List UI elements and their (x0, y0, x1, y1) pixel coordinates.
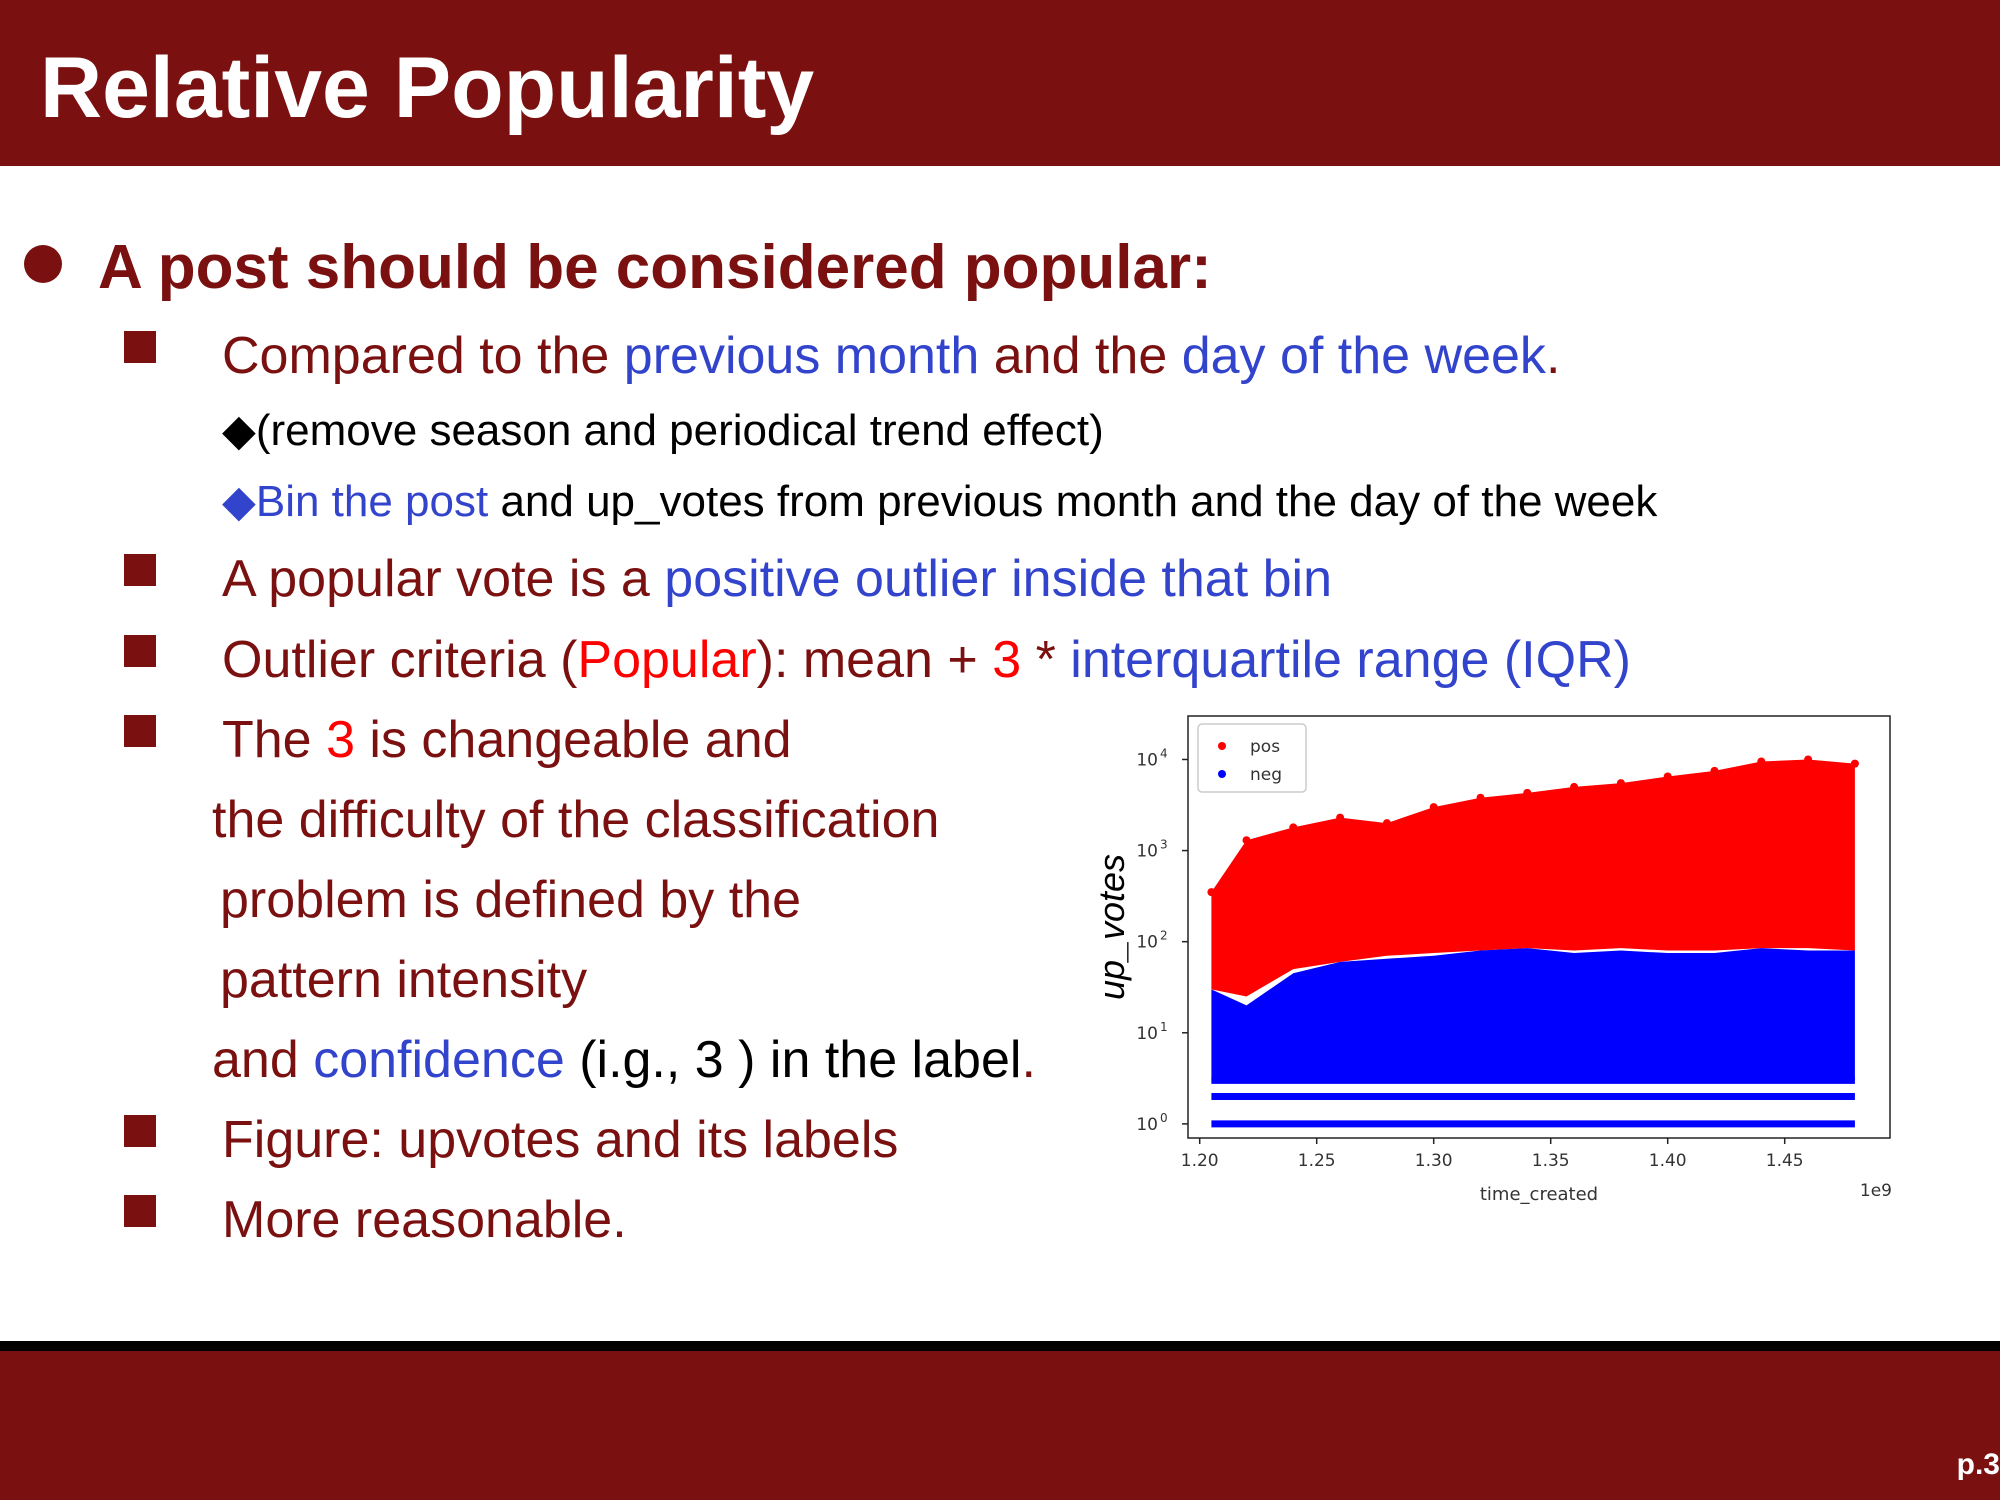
y-tick-exponent: 3 (1160, 838, 1168, 852)
legend-marker-neg (1218, 770, 1226, 778)
y-tick-label: 10 (1136, 1024, 1158, 1044)
bullet-text: is changeable and (354, 711, 792, 769)
slide-title: Relative Popularity (40, 40, 815, 136)
footer-divider (0, 1341, 2000, 1351)
bullet-figure: Figure: upvotes and its labels (124, 1110, 898, 1170)
bullet-outlier-criteria: Outlier criteria (Popular): mean + 3 * i… (124, 630, 1631, 690)
series-pos-point (1757, 757, 1766, 766)
highlight-text: Popular (577, 631, 757, 689)
x-tick-label: 1.30 (1415, 1151, 1453, 1171)
y-tick-label: 10 (1136, 842, 1158, 862)
series-pos-point (1336, 813, 1345, 822)
plot-frame (1187, 715, 1891, 1139)
bullet-square-icon (124, 554, 156, 587)
x-offset-label: 1e9 (1860, 1181, 1892, 1201)
series-pos-point (1850, 759, 1859, 768)
y-tick-exponent: 1 (1160, 1020, 1168, 1034)
highlight-text: previous month (623, 327, 980, 385)
diamond-bullet-icon: ◆ (222, 477, 256, 526)
bullet-popular-vote: A popular vote is a positive outlier ins… (124, 549, 1332, 609)
series-pos-point (1570, 782, 1579, 791)
sub-bullet-bin: ◆Bin the post and up_votes from previous… (222, 476, 1657, 528)
x-tick-label: 1.25 (1298, 1151, 1336, 1171)
series-pos-point (1207, 888, 1216, 897)
continuation-line-4: and confidence (i.g., 3 ) in the label. (212, 1030, 1036, 1090)
y-tick-label: 10 (1136, 750, 1158, 770)
series-pos-point (1804, 755, 1813, 764)
bullet-reasonable: More reasonable. (124, 1190, 627, 1250)
legend-marker-pos (1218, 742, 1226, 750)
slide-header: Relative Popularity (0, 0, 2000, 166)
bullet-text: More reasonable. (222, 1191, 627, 1249)
continuation-line-2: problem is defined by the (220, 871, 802, 929)
series-pos-point (1382, 819, 1391, 828)
bullet-square-icon (124, 635, 156, 668)
series-pos-area (1211, 759, 1855, 997)
bullet-changeable: The 3 is changeable and (124, 710, 792, 770)
highlight-text: 3 (992, 631, 1022, 689)
y-tick-label: 10 (1136, 933, 1158, 953)
slide-footer: p.3 (0, 1351, 2000, 1500)
bullet-compared: Compared to the previous month and the d… (124, 326, 1560, 386)
bullet-text: . (1021, 1031, 1036, 1089)
highlight-text: positive outlier inside that bin (664, 550, 1333, 608)
highlight-text: 3 (326, 711, 355, 769)
series-pos-point (1523, 788, 1532, 797)
y-axis-label: up_votes (1091, 854, 1132, 1000)
bullet-dot-icon (24, 244, 62, 283)
bullet-text: and (212, 1031, 314, 1089)
bullet-text: ): mean + (756, 631, 993, 689)
bullet-text: . (1545, 327, 1561, 385)
bullet-text: Figure: upvotes and its labels (222, 1111, 899, 1169)
sub-bullet-text: and up_votes from previous month and the… (488, 477, 1658, 526)
highlight-text: interquartile range (IQR) (1070, 631, 1631, 689)
x-tick-label: 1.20 (1181, 1151, 1219, 1171)
continuation-line-1: the difficulty of the classification (212, 791, 940, 849)
x-tick-label: 1.45 (1766, 1151, 1804, 1171)
continuation-line-3: pattern intensity (220, 951, 588, 1009)
highlight-text: day of the week (1181, 327, 1546, 385)
y-tick-exponent: 0 (1160, 1111, 1168, 1125)
page-number: p.3 (1956, 1448, 2000, 1481)
main-bullet-text: A post should be considered popular: (98, 233, 1212, 302)
y-tick-exponent: 2 (1160, 929, 1168, 943)
series-pos-point (1710, 766, 1719, 775)
main-bullet: A post should be considered popular: (24, 232, 1212, 303)
diamond-bullet-icon: ◆ (222, 406, 256, 455)
bullet-square-icon (124, 1115, 156, 1148)
y-tick-label: 10 (1136, 1115, 1158, 1135)
bullet-text: Outlier criteria ( (222, 631, 578, 689)
series-neg-area (1211, 948, 1855, 1081)
bullet-text: The (222, 711, 327, 769)
bullet-text: * (1021, 631, 1071, 689)
bullet-square-icon (124, 1195, 156, 1228)
bullet-text: Compared to the (222, 327, 624, 385)
y-tick-exponent: 4 (1160, 746, 1168, 760)
legend-label-neg: neg (1250, 765, 1282, 785)
legend-label-pos: pos (1250, 737, 1280, 757)
x-axis-label: time_created (1480, 1184, 1598, 1205)
series-pos-point (1242, 836, 1251, 845)
highlight-text: Bin the post (255, 477, 489, 526)
bullet-text: (i.g., 3 ) in the label (564, 1031, 1022, 1089)
series-pos-point (1476, 793, 1485, 802)
bullet-text: and the (979, 327, 1182, 385)
bullet-square-icon (124, 331, 156, 364)
highlight-text: confidence (313, 1031, 565, 1089)
sub-bullet-season: ◆(remove season and periodical trend eff… (222, 405, 1104, 457)
series-pos-point (1429, 803, 1438, 812)
sub-bullet-text: (remove season and periodical trend effe… (255, 406, 1104, 455)
bullet-text: A popular vote is a (222, 550, 665, 608)
series-pos-point (1289, 823, 1298, 832)
x-tick-label: 1.35 (1532, 1151, 1570, 1171)
x-tick-label: 1.40 (1649, 1151, 1687, 1171)
series-pos-point (1616, 779, 1625, 788)
series-pos-point (1663, 772, 1672, 781)
bullet-square-icon (124, 715, 156, 748)
